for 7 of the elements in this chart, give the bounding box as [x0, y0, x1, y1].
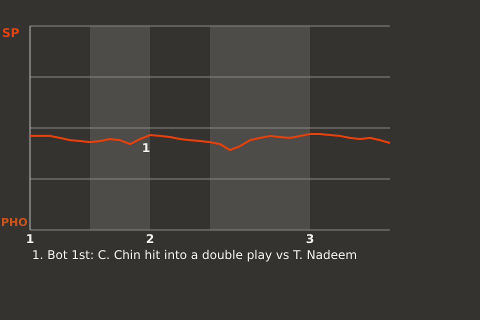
- x-tick-label: 1: [26, 232, 34, 246]
- x-tick-label: 3: [306, 232, 314, 246]
- text: 1. Bot 1st: C. Chin hit into a double play vs T. Nadeem: [32, 248, 358, 262]
- text: PHO: [1, 216, 28, 229]
- x-tick-label: 2: [146, 232, 154, 246]
- text: SP: [2, 26, 20, 40]
- annotation: 1: [142, 141, 150, 155]
